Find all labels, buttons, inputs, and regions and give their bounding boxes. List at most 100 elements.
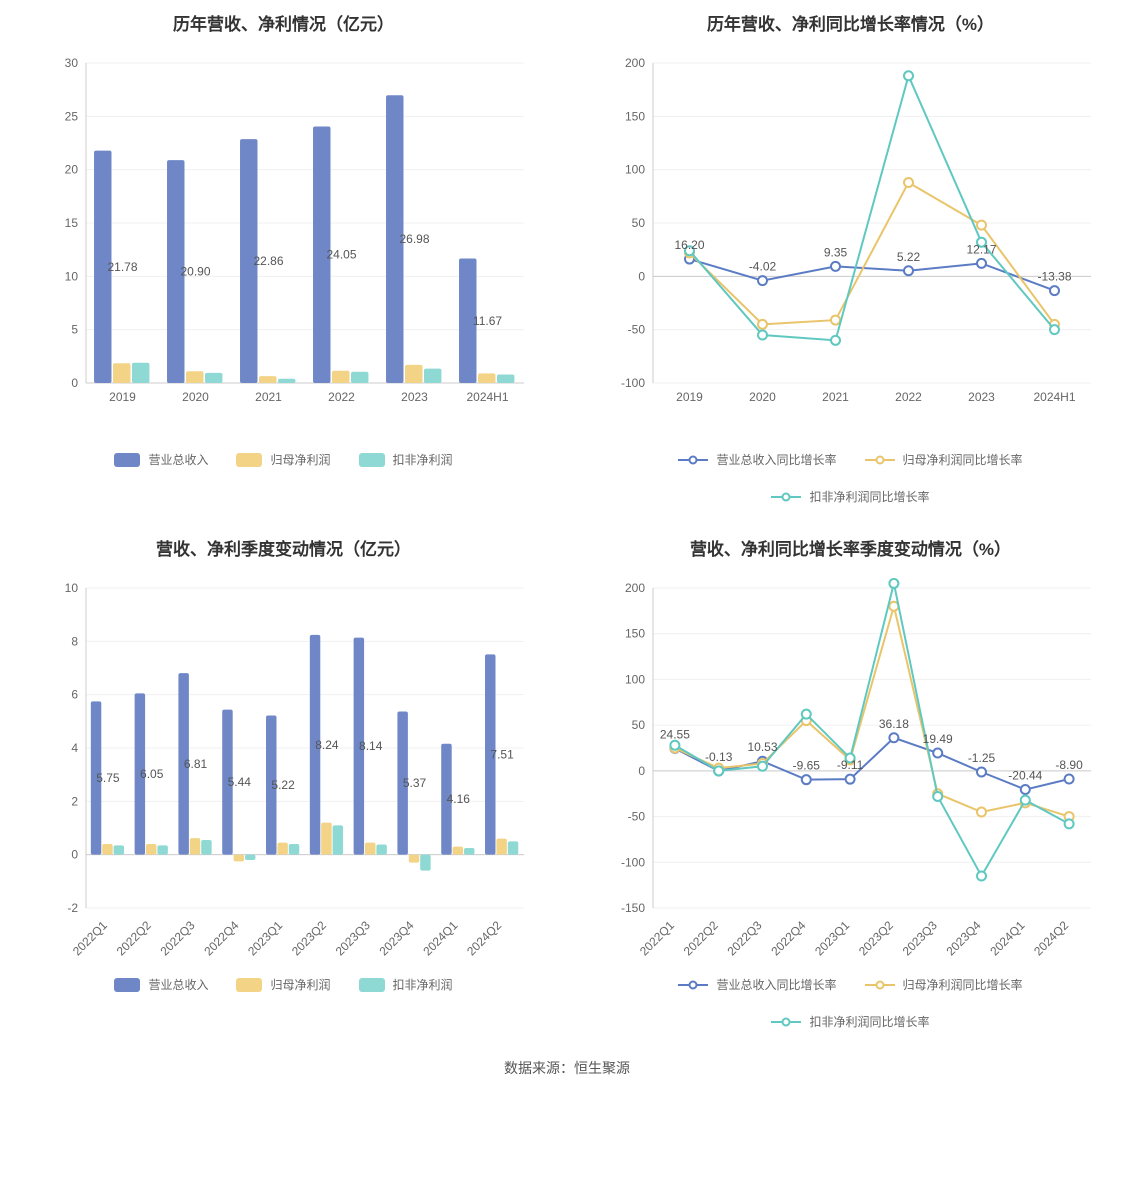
svg-text:22.86: 22.86 bbox=[253, 254, 283, 268]
svg-text:2020: 2020 bbox=[749, 390, 776, 404]
legend-swatch bbox=[678, 454, 708, 466]
legend-label: 归母净利润同比增长率 bbox=[903, 451, 1023, 468]
chart-title: 营收、净利季度变动情况（亿元） bbox=[156, 535, 411, 560]
svg-text:4.16: 4.16 bbox=[446, 792, 470, 806]
panel-annual-revenue: 历年营收、净利情况（亿元） 05101520253020192020202120… bbox=[20, 10, 547, 505]
svg-text:2023: 2023 bbox=[968, 390, 995, 404]
charts-grid: 历年营收、净利情况（亿元） 05101520253020192020202120… bbox=[20, 10, 1114, 1030]
svg-text:4: 4 bbox=[71, 741, 78, 755]
svg-text:2023: 2023 bbox=[401, 390, 428, 404]
legend-swatch bbox=[865, 454, 895, 466]
svg-text:-2: -2 bbox=[67, 901, 78, 915]
svg-text:2: 2 bbox=[71, 794, 78, 808]
svg-text:11.67: 11.67 bbox=[472, 314, 501, 328]
svg-text:2019: 2019 bbox=[676, 390, 703, 404]
svg-text:0: 0 bbox=[638, 764, 645, 778]
svg-text:150: 150 bbox=[624, 109, 644, 123]
svg-text:5.22: 5.22 bbox=[896, 250, 920, 264]
svg-text:25: 25 bbox=[64, 109, 78, 123]
svg-text:-8.90: -8.90 bbox=[1055, 758, 1083, 772]
svg-text:10: 10 bbox=[64, 581, 78, 595]
svg-text:2021: 2021 bbox=[822, 390, 849, 404]
chart-area: -100-50050100150200201920202021202220232… bbox=[601, 53, 1101, 505]
legend-swatch bbox=[678, 979, 708, 991]
svg-text:2019: 2019 bbox=[109, 390, 136, 404]
legend-label: 归母净利润 bbox=[270, 451, 330, 468]
legend-label: 归母净利润同比增长率 bbox=[903, 976, 1023, 993]
svg-text:2023Q2: 2023Q2 bbox=[288, 918, 328, 958]
legend-swatch bbox=[771, 1016, 801, 1028]
svg-text:8: 8 bbox=[71, 634, 78, 648]
svg-text:30: 30 bbox=[64, 56, 78, 70]
svg-text:-9.65: -9.65 bbox=[792, 759, 820, 773]
svg-text:36.18: 36.18 bbox=[878, 717, 908, 731]
svg-text:9.35: 9.35 bbox=[823, 245, 847, 259]
svg-text:2024Q1: 2024Q1 bbox=[987, 918, 1027, 958]
svg-text:2022: 2022 bbox=[328, 390, 355, 404]
svg-text:7.51: 7.51 bbox=[490, 748, 514, 762]
legend-swatch bbox=[114, 978, 140, 992]
svg-text:-13.38: -13.38 bbox=[1037, 270, 1071, 284]
svg-text:5.75: 5.75 bbox=[96, 771, 120, 785]
svg-text:-20.44: -20.44 bbox=[1008, 769, 1042, 783]
legend-swatch bbox=[771, 491, 801, 503]
svg-text:2024H1: 2024H1 bbox=[1033, 390, 1075, 404]
legend-label: 扣非净利润同比增长率 bbox=[809, 1013, 929, 1030]
svg-text:5: 5 bbox=[71, 323, 78, 337]
svg-text:5.22: 5.22 bbox=[271, 778, 295, 792]
svg-text:2023Q1: 2023Q1 bbox=[245, 918, 285, 958]
legend-item: 营业总收入同比增长率 bbox=[678, 451, 836, 468]
data-source-label: 数据来源：恒生聚源 bbox=[20, 1058, 1114, 1078]
svg-text:2023Q2: 2023Q2 bbox=[855, 918, 895, 958]
svg-text:2022Q3: 2022Q3 bbox=[724, 918, 764, 958]
legend-item: 营业总收入 bbox=[114, 451, 208, 468]
legend-item: 扣非净利润同比增长率 bbox=[771, 488, 929, 505]
panel-quarterly-growth: 营收、净利同比增长率季度变动情况（%） -150-100-50050100150… bbox=[587, 535, 1114, 1030]
svg-text:-50: -50 bbox=[627, 810, 645, 824]
legend-item: 扣非净利润 bbox=[359, 976, 453, 993]
svg-text:-4.02: -4.02 bbox=[748, 260, 776, 274]
svg-text:12.17: 12.17 bbox=[966, 242, 996, 256]
chart-legend: 营业总收入同比增长率 归母净利润同比增长率扣非净利润同比增长率 bbox=[621, 451, 1081, 505]
svg-text:19.49: 19.49 bbox=[922, 732, 952, 746]
legend-item: 扣非净利润 bbox=[359, 451, 453, 468]
svg-text:20: 20 bbox=[64, 163, 78, 177]
chart-legend: 营业总收入同比增长率归母净利润同比增长率扣非净利润同比增长率 bbox=[621, 976, 1081, 1030]
svg-text:5.44: 5.44 bbox=[227, 775, 251, 789]
chart-title: 历年营收、净利情况（亿元） bbox=[173, 10, 394, 35]
svg-text:2024Q1: 2024Q1 bbox=[420, 918, 460, 958]
legend-label: 扣非净利润同比增长率 bbox=[809, 488, 929, 505]
svg-text:-9.11: -9.11 bbox=[836, 758, 863, 772]
svg-text:5.37: 5.37 bbox=[402, 776, 426, 790]
legend-item: 归母净利润 bbox=[236, 451, 330, 468]
chart-area: -150-100-500501001502002022Q12022Q22022Q… bbox=[601, 578, 1101, 1030]
svg-text:10: 10 bbox=[64, 269, 78, 283]
chart-title: 历年营收、净利同比增长率情况（%） bbox=[707, 10, 994, 35]
svg-text:50: 50 bbox=[631, 718, 645, 732]
legend-swatch bbox=[865, 979, 895, 991]
legend-item: 扣非净利润同比增长率 bbox=[771, 1013, 929, 1030]
panel-quarterly-revenue: 营收、净利季度变动情况（亿元） -202468102022Q12022Q2202… bbox=[20, 535, 547, 1030]
svg-text:100: 100 bbox=[624, 672, 644, 686]
svg-text:8.24: 8.24 bbox=[315, 738, 339, 752]
legend-label: 扣非净利润 bbox=[393, 976, 453, 993]
svg-text:150: 150 bbox=[624, 627, 644, 641]
line-chart: -150-100-500501001502002022Q12022Q22022Q… bbox=[601, 578, 1101, 958]
legend-swatch bbox=[236, 453, 262, 467]
svg-text:2023Q4: 2023Q4 bbox=[943, 918, 983, 958]
svg-text:-50: -50 bbox=[627, 323, 645, 337]
svg-text:0: 0 bbox=[638, 269, 645, 283]
svg-text:20.90: 20.90 bbox=[180, 265, 210, 279]
svg-text:2022Q1: 2022Q1 bbox=[69, 918, 109, 958]
panel-annual-growth: 历年营收、净利同比增长率情况（%） -100-50050100150200201… bbox=[587, 10, 1114, 505]
legend-item: 营业总收入 bbox=[114, 976, 208, 993]
svg-text:2023Q4: 2023Q4 bbox=[376, 918, 416, 958]
svg-text:2023Q3: 2023Q3 bbox=[899, 918, 939, 958]
svg-text:2023Q1: 2023Q1 bbox=[812, 918, 852, 958]
svg-text:-100: -100 bbox=[620, 855, 644, 869]
svg-text:2022Q2: 2022Q2 bbox=[680, 918, 720, 958]
legend-label: 扣非净利润 bbox=[393, 451, 453, 468]
svg-text:50: 50 bbox=[631, 216, 645, 230]
legend-label: 营业总收入 bbox=[148, 976, 208, 993]
legend-label: 归母净利润 bbox=[270, 976, 330, 993]
